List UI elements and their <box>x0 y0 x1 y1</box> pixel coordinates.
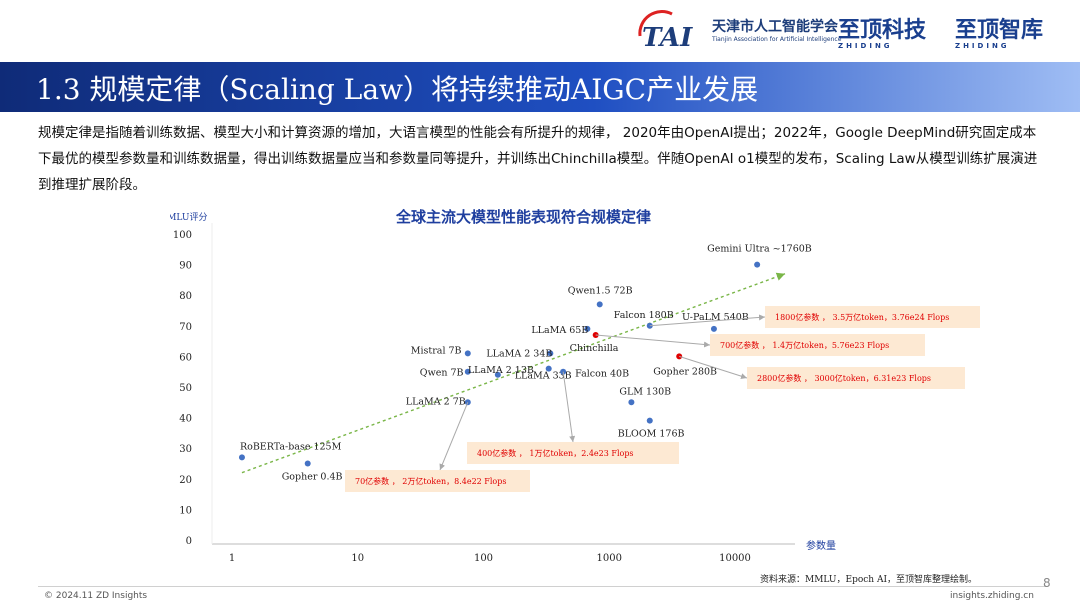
scaling-law-chart: 全球主流大模型性能表现符合规模定律 MMLU评分参数量 0 10 20 30 40 50 60 7… <box>158 208 980 585</box>
data-point <box>592 331 599 338</box>
x-tick-label: 100 <box>474 553 493 564</box>
point-label: LLaMA 2 7B <box>406 396 466 407</box>
x-tick-label: 1 <box>229 553 235 564</box>
brand-zhiding-tech: 至顶科技 ZHIDING <box>838 12 926 50</box>
footer-copyright: © 2024.11 ZD Insights <box>44 591 148 601</box>
y-tick-label: 20 <box>179 475 192 486</box>
footer-website: insights.zhiding.cn <box>950 591 1034 601</box>
data-point <box>494 371 501 378</box>
chart-title: 全球主流大模型性能表现符合规模定律 <box>395 208 651 226</box>
y-tick-label: 10 <box>179 505 192 516</box>
point-label: Qwen1.5 72B <box>568 285 633 296</box>
point-label: Gopher 0.4B <box>282 472 343 483</box>
title-bar: 1.3 规模定律（Scaling Law）将持续推动AIGC产业发展 <box>0 62 1080 112</box>
point-label: Gopher 280B <box>653 366 717 377</box>
data-point <box>238 454 245 461</box>
point-label: Gemini Ultra ~1760B <box>707 244 812 255</box>
y-tick-label: 40 <box>179 414 192 425</box>
callout-box <box>747 367 965 389</box>
svg-text:TAI: TAI <box>642 23 693 53</box>
callout-arrow <box>649 314 766 327</box>
callout-text: 70亿参数 ， 2万亿token，8.4e22 Flops <box>355 476 506 486</box>
tai-subtitle: Tianjin Association for Artificial Intel… <box>712 36 842 43</box>
y-axis-label: MMLU评分 <box>170 212 208 223</box>
point-label: LLaMA 2 13B <box>468 365 534 376</box>
y-tick-label: 70 <box>179 322 192 333</box>
point-label: BLOOM 176B <box>618 429 685 440</box>
trend-line <box>241 272 786 474</box>
x-tick-label: 10 <box>351 553 364 564</box>
data-point <box>584 325 591 332</box>
brand-zhiding-think-tank: 至顶智库 ZHIDING <box>955 12 1043 50</box>
y-tick-label: 80 <box>179 291 192 302</box>
callout-arrow <box>439 402 469 471</box>
callout-box <box>765 306 980 328</box>
callout-text: 700亿参数 ， 1.4万亿token，5.76e23 Flops <box>720 340 889 350</box>
brand1-en: ZHIDING <box>838 42 893 50</box>
x-tick-label: 1000 <box>597 553 622 564</box>
callout-text: 400亿参数 ， 1万亿token，2.4e23 Flops <box>477 448 634 458</box>
data-point <box>464 399 471 406</box>
brand1-cn: 至顶科技 <box>838 18 927 43</box>
callout-arrow <box>562 371 576 443</box>
point-label: Falcon 40B <box>575 369 629 380</box>
source-note: 资料来源：MMLU，Epoch AI，至顶智库整理绘制。 <box>760 573 977 585</box>
chart-container: 全球主流大模型性能表现符合规模定律 MMLU评分参数量 0 10 20 30 40 50 60 7… <box>158 205 1050 595</box>
x-tick-label: 10000 <box>719 553 751 564</box>
y-tick-label: 100 <box>173 230 192 241</box>
footer-divider <box>38 586 1048 587</box>
intro-paragraph: 规模定律是指随着训练数据、模型大小和计算资源的增加，大语言模型的性能会有所提升的… <box>38 125 1038 193</box>
data-point <box>646 322 653 329</box>
point-label: LLaMA 65B <box>531 325 588 336</box>
header-logos: TAI 天津市人工智能学会 Tianjin Association for Ar… <box>0 0 1080 60</box>
callout-arrow <box>595 334 711 348</box>
data-point <box>464 368 471 375</box>
point-label: Chinchilla <box>570 343 619 354</box>
callout-arrow <box>679 355 748 380</box>
point-label: RoBERTa-base 125M <box>240 441 342 452</box>
point-label: GLM 130B <box>619 386 671 397</box>
point-label: Falcon 180B <box>614 310 674 321</box>
callout-text: 2800亿参数 ， 3000亿token，6.31e23 Flops <box>757 373 931 383</box>
data-point <box>547 350 554 357</box>
y-tick-label: 60 <box>179 352 192 363</box>
tai-logo-icon: TAI <box>638 10 693 53</box>
callout-box <box>345 470 530 492</box>
data-point <box>710 325 717 332</box>
point-label: Qwen 7B <box>420 368 464 379</box>
brand2-cn: 至顶智库 <box>955 18 1044 43</box>
callout-text: 1800亿参数 ， 3.5万亿token，3.76e24 Flops <box>775 312 949 322</box>
page-number: 8 <box>1043 576 1051 590</box>
data-point <box>628 399 635 406</box>
data-point <box>464 350 471 357</box>
x-axis-label: 参数量 <box>806 539 836 552</box>
point-label: LLaMA 33B <box>515 371 572 382</box>
y-tick-label: 0 <box>186 536 192 547</box>
point-label: LLaMA 2 34B <box>486 348 552 359</box>
point-label: Mistral 7B <box>411 345 462 356</box>
y-tick-label: 30 <box>179 444 192 455</box>
data-point <box>545 365 552 372</box>
data-point <box>646 417 653 424</box>
y-tick-label: 90 <box>179 261 192 272</box>
data-point <box>596 301 603 308</box>
callout-box <box>467 442 679 464</box>
slide-title: 1.3 规模定律（Scaling Law）将持续推动AIGC产业发展 <box>36 73 759 106</box>
y-tick-label: 50 <box>179 383 192 394</box>
callout-box <box>710 334 925 356</box>
tai-name: 天津市人工智能学会 <box>712 19 838 35</box>
data-point <box>754 261 761 268</box>
point-label: U-PaLM 540B <box>682 312 749 323</box>
data-point <box>304 460 311 467</box>
brand2-en: ZHIDING <box>955 42 1010 50</box>
